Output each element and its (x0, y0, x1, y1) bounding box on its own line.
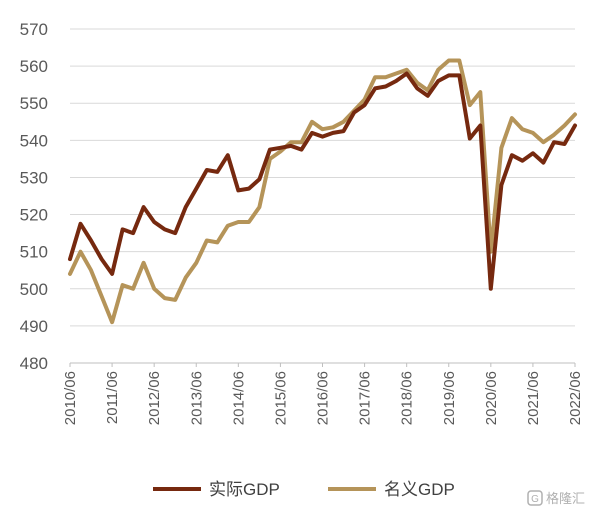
series-line-2 (68, 58, 577, 325)
legend-label: 实际GDP (209, 480, 280, 499)
x-tick-label: 2013/06 (188, 371, 205, 425)
x-tick-label: 2017/06 (357, 371, 374, 425)
x-tick-label: 2022/06 (567, 371, 584, 425)
svg-text:G: G (531, 494, 539, 505)
x-tick-label: 2016/06 (315, 371, 332, 425)
gelonghui-logo-icon: G (527, 490, 543, 506)
y-tick-label: 540 (20, 131, 48, 150)
series-line-1 (68, 71, 577, 291)
y-axis-ticks: 480 490 500 510 520 530 540 550 560 570 (20, 20, 48, 373)
legend-label: 名义GDP (384, 480, 455, 499)
x-tick-label: 2019/06 (441, 371, 458, 425)
watermark-text: 格隆汇 (546, 491, 585, 506)
watermark: G 格隆汇 (527, 490, 585, 506)
legend: 实际GDP 名义GDP (153, 480, 455, 499)
x-tick-label: 2021/06 (525, 371, 542, 425)
y-tick-label: 560 (20, 57, 48, 76)
y-tick-label: 520 (20, 206, 48, 225)
y-tick-label: 480 (20, 354, 48, 373)
x-tick-label: 2014/06 (230, 371, 247, 425)
x-tick-label: 2018/06 (399, 371, 416, 425)
x-tick-label: 2012/06 (146, 371, 163, 425)
y-tick-label: 510 (20, 243, 48, 262)
y-tick-label: 530 (20, 168, 48, 187)
y-tick-label: 490 (20, 317, 48, 336)
x-tick-label: 2010/06 (62, 371, 79, 425)
y-tick-label: 570 (20, 20, 48, 39)
x-axis-ticks: 2010/06 2011/06 2012/06 2013/06 2014/06 2015/… (62, 363, 584, 425)
x-tick-label: 2020/06 (483, 371, 500, 425)
x-tick-label: 2011/06 (104, 371, 121, 424)
x-tick-label: 2015/06 (272, 371, 289, 425)
y-tick-label: 550 (20, 94, 48, 113)
series-lines (68, 58, 577, 325)
y-tick-label: 500 (20, 280, 48, 299)
